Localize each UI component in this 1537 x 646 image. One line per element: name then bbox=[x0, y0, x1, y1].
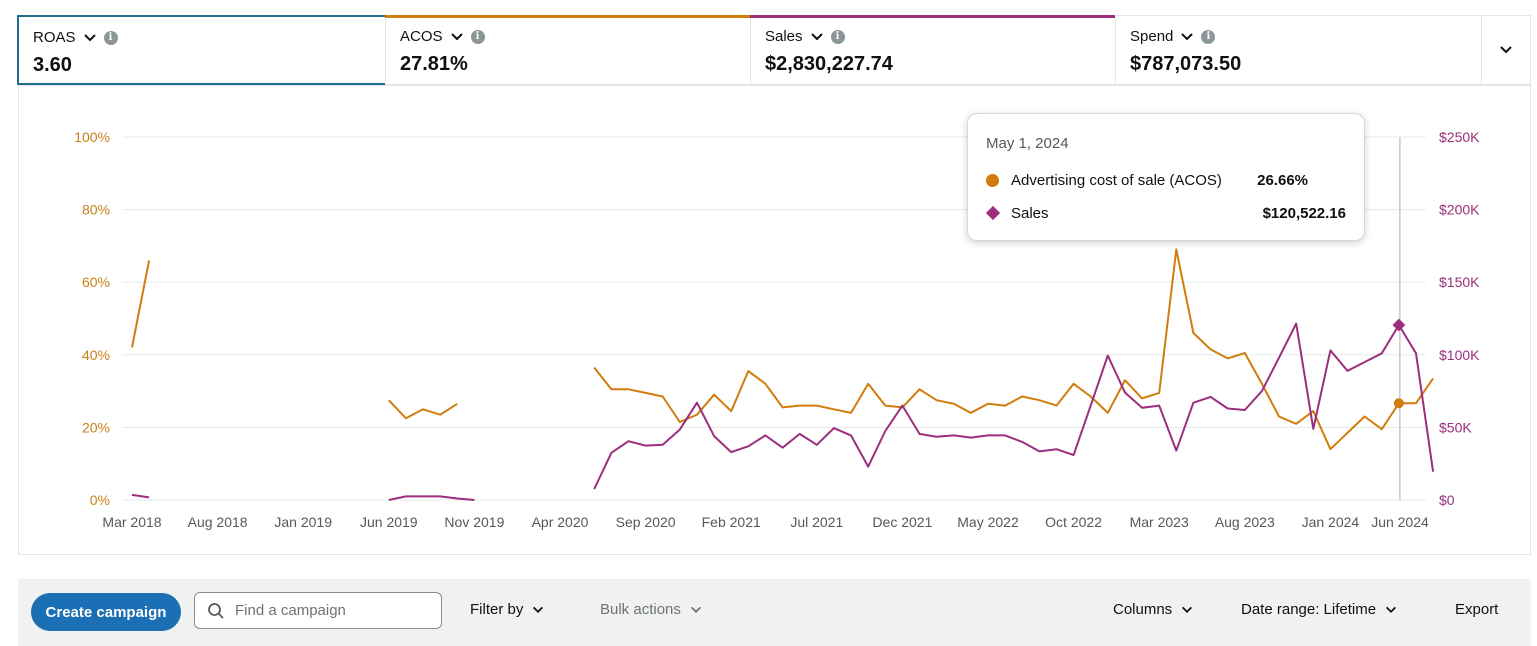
x-axis-tick-label: Nov 2019 bbox=[444, 514, 504, 530]
x-axis-tick-label: Jan 2019 bbox=[274, 514, 332, 530]
x-axis-tick-label: May 2022 bbox=[957, 514, 1019, 530]
x-axis-tick-label: Jan 2024 bbox=[1302, 514, 1360, 530]
metric-value: 3.60 bbox=[33, 54, 72, 76]
acos-series-line bbox=[388, 399, 458, 420]
date-range-label: Date range: Lifetime bbox=[1241, 601, 1377, 618]
metric-value: $2,830,227.74 bbox=[765, 53, 893, 75]
export-label: Export bbox=[1455, 601, 1499, 618]
right-axis-tick-label: $250K bbox=[1439, 129, 1480, 145]
acos-series-line bbox=[593, 248, 1434, 451]
chevron-down-icon bbox=[1182, 606, 1193, 613]
info-icon[interactable]: i bbox=[103, 30, 118, 45]
chevron-down-icon[interactable] bbox=[809, 29, 825, 45]
chevron-down-icon bbox=[690, 606, 701, 613]
search-input[interactable] bbox=[233, 601, 437, 620]
metric-label: Spend i bbox=[1130, 28, 1216, 45]
metric-tile-sales[interactable]: Sales i $2,830,227.74 bbox=[750, 15, 1116, 85]
filter-by-dropdown[interactable]: Filter by bbox=[470, 601, 545, 618]
x-axis-tick-label: Jun 2024 bbox=[1371, 514, 1429, 530]
search-icon bbox=[208, 602, 224, 619]
sales-series-line bbox=[131, 493, 150, 499]
create-campaign-button[interactable]: Create campaign bbox=[31, 593, 181, 631]
metric-tile-acos[interactable]: ACOS i 27.81% bbox=[385, 15, 751, 85]
left-axis-tick-label: 20% bbox=[82, 419, 110, 435]
x-axis-tick-label: Aug 2018 bbox=[188, 514, 248, 530]
left-axis-tick-label: 0% bbox=[90, 492, 110, 508]
metric-label: ROAS i bbox=[33, 29, 118, 46]
x-axis-tick-label: Dec 2021 bbox=[872, 514, 932, 530]
x-axis-tick-label: Jun 2019 bbox=[360, 514, 418, 530]
export-button[interactable]: Export bbox=[1455, 601, 1498, 618]
x-axis-tick-label: Jul 2021 bbox=[790, 514, 843, 530]
chevron-down-icon[interactable] bbox=[449, 29, 465, 45]
right-axis-tick-label: $0 bbox=[1439, 492, 1455, 508]
info-icon[interactable]: i bbox=[470, 29, 485, 44]
left-axis-tick-label: 40% bbox=[82, 347, 110, 363]
x-axis-tick-label: Sep 2020 bbox=[616, 514, 676, 530]
chevron-down-icon bbox=[1386, 606, 1397, 613]
right-axis-tick-label: $50K bbox=[1439, 419, 1472, 435]
metric-name: ACOS bbox=[400, 28, 443, 45]
metric-name: Spend bbox=[1130, 28, 1174, 45]
x-axis-tick-label: Apr 2020 bbox=[532, 514, 589, 530]
tooltip-row-acos: Advertising cost of sale (ACOS) 26.66% bbox=[986, 170, 1346, 190]
date-range-dropdown[interactable]: Date range: Lifetime bbox=[1241, 601, 1398, 618]
chart-tooltip: May 1, 2024 Advertising cost of sale (AC… bbox=[967, 113, 1365, 241]
tooltip-row-sales: Sales $120,522.16 bbox=[985, 203, 1346, 223]
bulk-actions-dropdown[interactable]: Bulk actions bbox=[600, 601, 703, 618]
acos-legend-dot-icon bbox=[986, 173, 999, 187]
left-axis-tick-label: 80% bbox=[82, 202, 110, 218]
tooltip-series-value: $120,522.16 bbox=[1262, 204, 1346, 222]
metric-tile-roas[interactable]: ROAS i 3.60 bbox=[17, 15, 387, 85]
sales-highlight-point bbox=[1392, 318, 1406, 332]
info-icon[interactable]: i bbox=[1201, 29, 1216, 44]
filter-by-label: Filter by bbox=[470, 601, 524, 618]
chevron-down-icon bbox=[533, 606, 544, 613]
metric-tile-spend[interactable]: Spend i $787,073.50 bbox=[1115, 15, 1482, 85]
performance-chart[interactable]: 0% 20% 40% 60% 80% 100% $0 $50K $100K $150K $200K $… bbox=[0, 0, 1537, 560]
expand-metrics-button[interactable] bbox=[1481, 15, 1531, 85]
right-axis-tick-label: $200K bbox=[1439, 202, 1480, 218]
x-axis-tick-label: Mar 2018 bbox=[102, 514, 161, 530]
info-icon[interactable]: i bbox=[830, 29, 845, 44]
search-box[interactable] bbox=[194, 592, 442, 629]
tooltip-series-value: 26.66% bbox=[1257, 171, 1308, 189]
x-axis-tick-label: Aug 2023 bbox=[1215, 514, 1275, 530]
sales-legend-diamond-icon bbox=[985, 205, 1001, 221]
metric-value: $787,073.50 bbox=[1130, 53, 1242, 75]
chevron-down-icon[interactable] bbox=[1179, 29, 1195, 45]
x-axis-tick-label: Mar 2023 bbox=[1130, 514, 1189, 530]
tooltip-date: May 1, 2024 bbox=[986, 135, 1069, 152]
metric-label: ACOS i bbox=[400, 28, 485, 45]
chevron-down-icon bbox=[1499, 46, 1512, 54]
metric-name: ROAS bbox=[33, 29, 76, 46]
chevron-down-icon[interactable] bbox=[82, 30, 98, 46]
tooltip-series-name: Advertising cost of sale (ACOS) bbox=[1011, 171, 1222, 189]
metric-accent-bar bbox=[750, 15, 1116, 18]
metric-accent-bar bbox=[385, 15, 751, 18]
chart-panel bbox=[18, 85, 1531, 555]
acos-series-line bbox=[131, 260, 151, 348]
right-axis-tick-label: $150K bbox=[1439, 274, 1480, 290]
columns-dropdown[interactable]: Columns bbox=[1113, 601, 1194, 618]
right-axis-tick-label: $100K bbox=[1439, 347, 1480, 363]
sales-series-line bbox=[593, 322, 1435, 490]
acos-highlight-point bbox=[1393, 398, 1404, 409]
left-axis-tick-label: 100% bbox=[74, 129, 110, 145]
metric-value: 27.81% bbox=[400, 53, 468, 75]
metric-name: Sales bbox=[765, 28, 803, 45]
metric-label: Sales i bbox=[765, 28, 845, 45]
x-axis-tick-label: Oct 2022 bbox=[1045, 514, 1102, 530]
sales-series-line bbox=[388, 495, 475, 501]
x-axis-tick-label: Feb 2021 bbox=[702, 514, 761, 530]
tooltip-series-name: Sales bbox=[1011, 204, 1049, 222]
left-axis-tick-label: 60% bbox=[82, 274, 110, 290]
columns-label: Columns bbox=[1113, 601, 1173, 618]
campaign-toolbar: Create campaign Filter by Bulk actions C… bbox=[18, 579, 1531, 646]
metrics-bar: ROAS i 3.60 ACOS i 27.81% Sales i $2,830… bbox=[17, 15, 1531, 85]
bulk-actions-label: Bulk actions bbox=[600, 601, 681, 618]
